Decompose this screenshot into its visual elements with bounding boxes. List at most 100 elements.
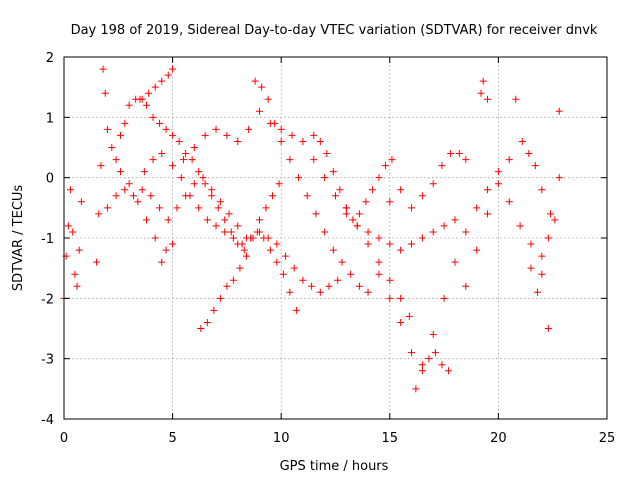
data-point bbox=[408, 240, 416, 248]
data-point bbox=[310, 156, 318, 164]
data-point bbox=[156, 204, 164, 212]
y-tick-label: -4 bbox=[41, 413, 54, 428]
data-point bbox=[262, 204, 270, 212]
data-point bbox=[362, 198, 370, 206]
data-point bbox=[316, 288, 324, 296]
data-point bbox=[95, 210, 103, 218]
data-point bbox=[264, 95, 272, 103]
data-point bbox=[112, 192, 120, 200]
data-point bbox=[169, 65, 177, 73]
data-point bbox=[484, 186, 492, 194]
data-point bbox=[136, 95, 144, 103]
data-point bbox=[143, 101, 151, 109]
data-point bbox=[429, 180, 437, 188]
data-point bbox=[164, 71, 172, 79]
data-point bbox=[169, 240, 177, 248]
data-point bbox=[405, 312, 413, 320]
data-point bbox=[418, 367, 426, 375]
data-point bbox=[288, 131, 296, 139]
data-point bbox=[203, 216, 211, 224]
data-point bbox=[408, 204, 416, 212]
data-point bbox=[477, 89, 485, 97]
data-point bbox=[234, 137, 242, 145]
data-point bbox=[216, 294, 224, 302]
data-point bbox=[447, 150, 455, 158]
data-point bbox=[321, 228, 329, 236]
data-point bbox=[212, 222, 220, 230]
data-point bbox=[240, 246, 248, 254]
data-point bbox=[438, 162, 446, 170]
data-point bbox=[544, 234, 552, 242]
data-point bbox=[538, 186, 546, 194]
data-point bbox=[273, 258, 281, 266]
data-point bbox=[408, 349, 416, 357]
data-point bbox=[533, 288, 541, 296]
data-point bbox=[186, 192, 194, 200]
data-point bbox=[347, 270, 355, 278]
data-point bbox=[299, 137, 307, 145]
data-point bbox=[221, 216, 229, 224]
data-point bbox=[397, 246, 405, 254]
data-point bbox=[364, 228, 372, 236]
data-point bbox=[299, 276, 307, 284]
data-point bbox=[336, 186, 344, 194]
x-tick-label: 0 bbox=[60, 431, 68, 446]
data-point bbox=[538, 252, 546, 260]
data-point bbox=[375, 174, 383, 182]
data-point bbox=[547, 210, 555, 218]
data-point bbox=[397, 318, 405, 326]
data-point bbox=[462, 156, 470, 164]
data-point bbox=[97, 162, 105, 170]
data-point bbox=[431, 349, 439, 357]
data-point bbox=[375, 234, 383, 242]
data-point bbox=[484, 95, 492, 103]
data-point bbox=[212, 125, 220, 133]
data-point bbox=[353, 222, 361, 230]
data-point bbox=[162, 125, 170, 133]
y-tick-label: 2 bbox=[46, 51, 54, 66]
data-point bbox=[505, 156, 513, 164]
data-point bbox=[227, 228, 235, 236]
data-point bbox=[273, 240, 281, 248]
data-point bbox=[177, 174, 185, 182]
data-point bbox=[242, 252, 250, 260]
data-point bbox=[190, 144, 198, 151]
data-point bbox=[99, 65, 107, 73]
data-point bbox=[316, 137, 324, 145]
data-point bbox=[164, 216, 172, 224]
data-point bbox=[342, 210, 350, 218]
x-tick-label: 15 bbox=[382, 431, 399, 446]
data-point bbox=[375, 270, 383, 278]
data-point bbox=[329, 168, 337, 176]
data-point bbox=[303, 192, 311, 200]
data-point bbox=[251, 77, 259, 85]
data-point bbox=[266, 119, 274, 127]
data-point bbox=[555, 174, 563, 182]
data-point bbox=[221, 228, 229, 236]
data-point bbox=[342, 204, 350, 212]
data-point bbox=[188, 156, 196, 164]
data-point bbox=[223, 282, 231, 290]
data-point bbox=[494, 168, 502, 176]
data-point bbox=[538, 270, 546, 278]
data-point bbox=[397, 294, 405, 302]
data-point bbox=[112, 156, 120, 164]
grid-lines bbox=[64, 57, 607, 419]
data-point bbox=[223, 131, 231, 139]
data-point bbox=[275, 180, 283, 188]
data-point bbox=[551, 216, 559, 224]
data-point bbox=[325, 282, 333, 290]
data-point bbox=[156, 119, 164, 127]
data-points bbox=[60, 65, 563, 393]
data-point bbox=[173, 204, 181, 212]
data-point bbox=[116, 131, 124, 139]
data-point bbox=[484, 210, 492, 218]
data-point bbox=[179, 156, 187, 164]
data-point bbox=[143, 216, 151, 224]
data-point bbox=[73, 282, 81, 290]
data-point bbox=[429, 331, 437, 339]
data-point bbox=[236, 264, 244, 272]
y-axis-label: SDTVAR / TECUs bbox=[11, 185, 26, 292]
data-point bbox=[332, 192, 339, 200]
data-point bbox=[355, 282, 363, 290]
